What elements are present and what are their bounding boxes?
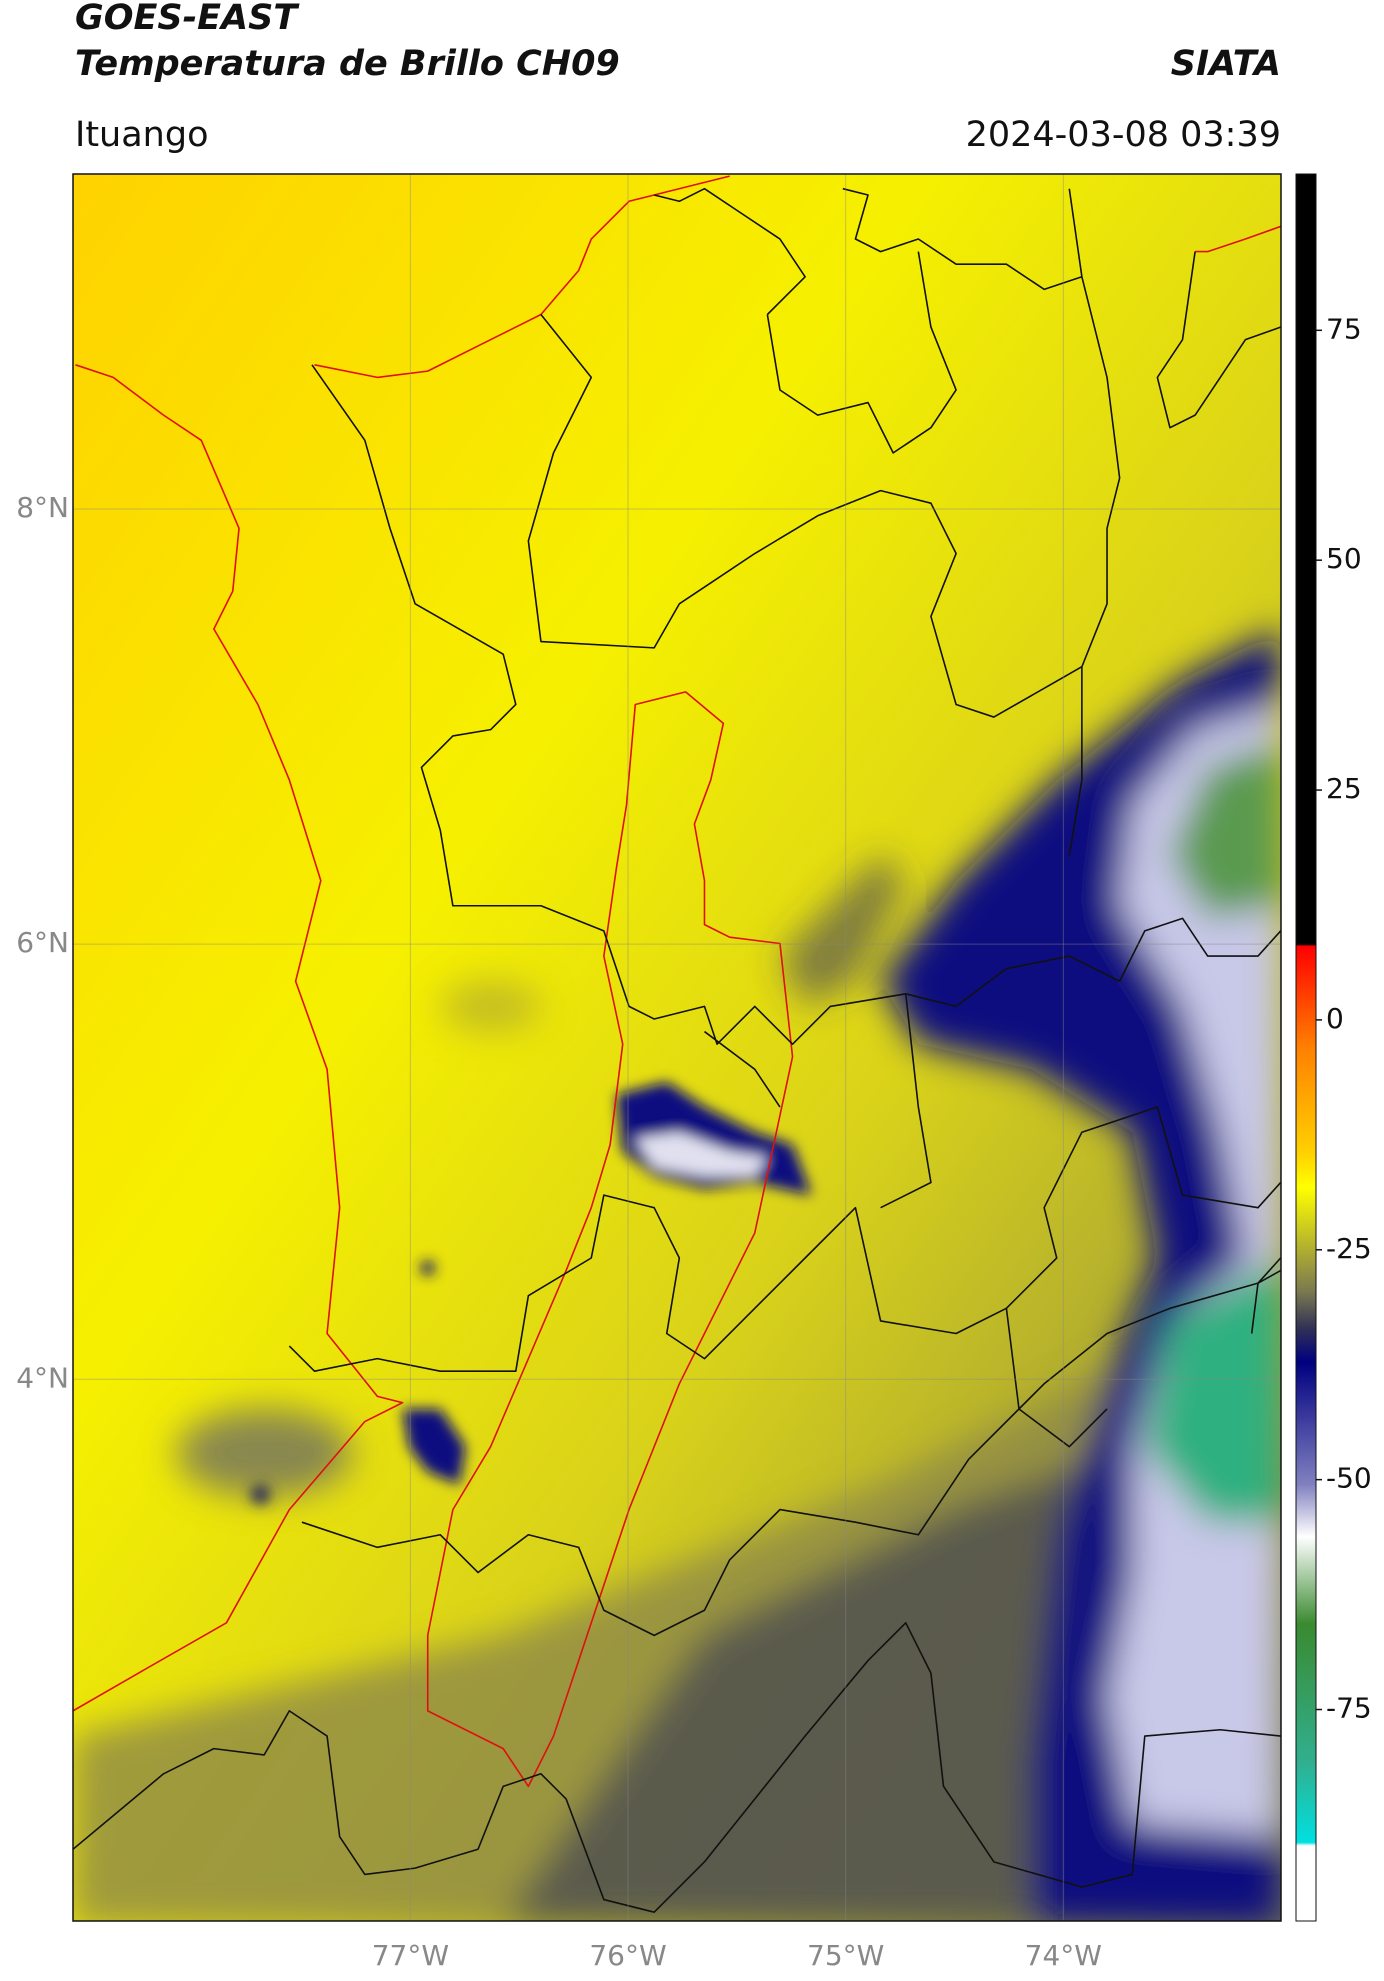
subtitle: Temperatura de Brillo CH09 xyxy=(75,44,620,84)
colorbar-tick-label: 75 xyxy=(1326,312,1362,345)
lat-tick-label: 4°N xyxy=(16,1361,69,1394)
colorbar-tick-label: 25 xyxy=(1326,772,1362,805)
lon-tick-label: 74°W xyxy=(1025,1939,1102,1972)
location: Ituango xyxy=(75,115,209,155)
brand: SIATA xyxy=(1171,44,1281,84)
colorbar-tick-label: 50 xyxy=(1326,542,1362,575)
colorbar-tick-label: -25 xyxy=(1326,1232,1372,1265)
colorbar-tick-label: -50 xyxy=(1326,1462,1372,1495)
lon-tick-label: 76°W xyxy=(589,1939,666,1972)
title: GOES-EAST xyxy=(75,0,300,38)
lat-tick-label: 8°N xyxy=(16,491,69,524)
lat-tick-label: 6°N xyxy=(16,926,69,959)
datetime: 2024-03-08 03:39 xyxy=(966,115,1281,155)
colorbar xyxy=(1295,173,1317,1922)
colorbar-tick-label: 0 xyxy=(1326,1002,1344,1035)
map-image xyxy=(73,174,1281,1921)
lon-tick-label: 75°W xyxy=(807,1939,884,1972)
map-frame xyxy=(72,173,1282,1922)
lon-tick-label: 77°W xyxy=(372,1939,449,1972)
graticule xyxy=(73,174,1281,1921)
colorbar-tick-label: -75 xyxy=(1326,1692,1372,1725)
